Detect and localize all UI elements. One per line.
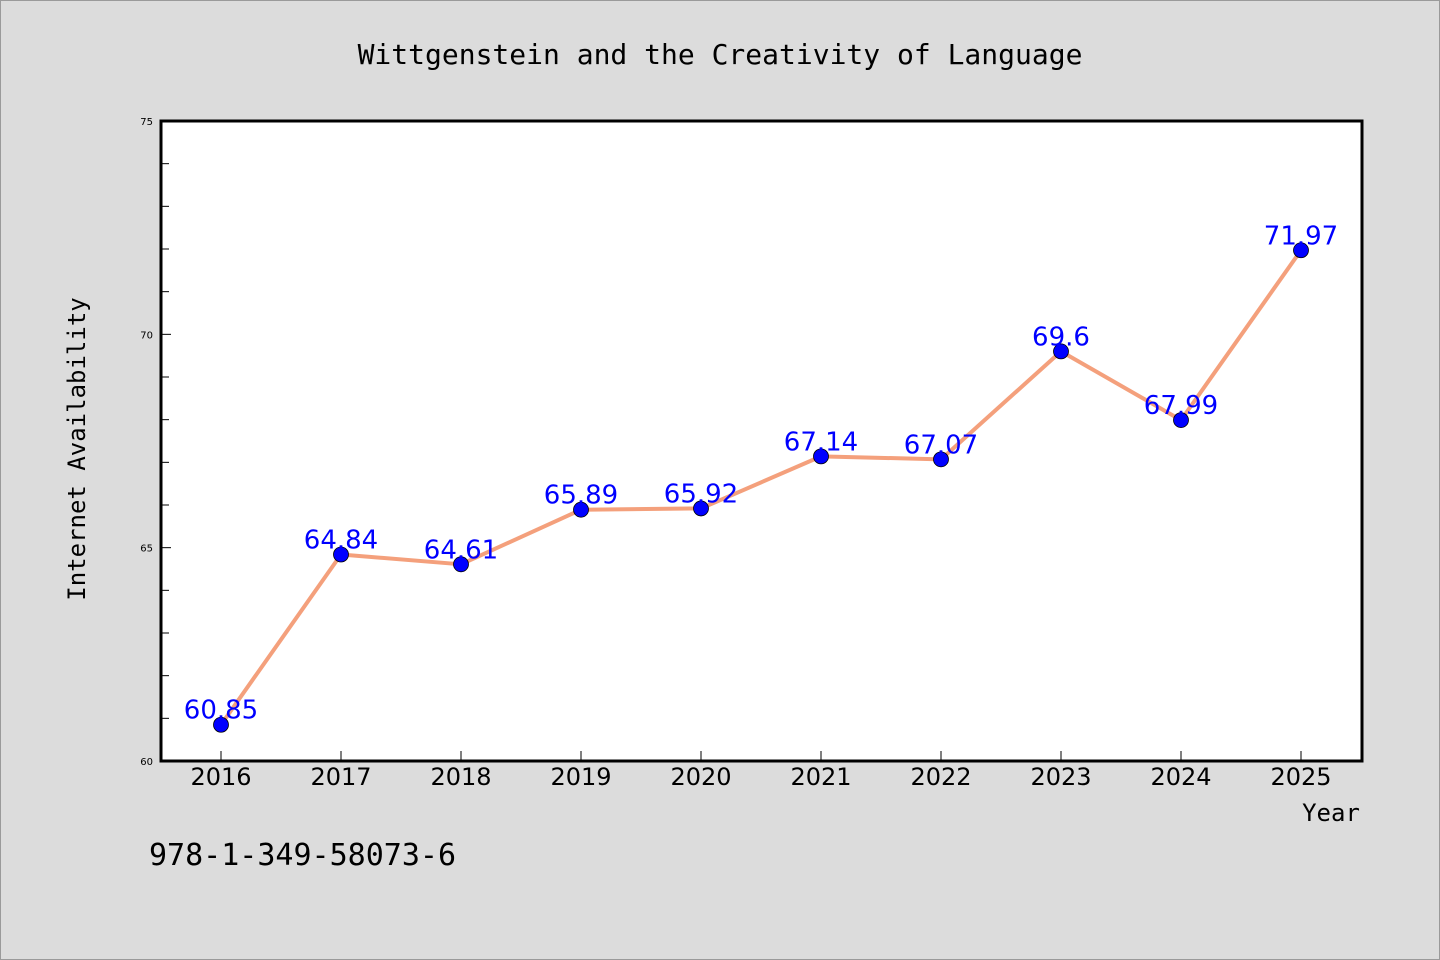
x-tick-label: 2020 [670, 763, 731, 791]
data-point [693, 500, 709, 517]
x-tick-label: 2025 [1270, 763, 1331, 791]
data-label: 60.85 [184, 696, 258, 726]
data-point [573, 501, 589, 518]
data-point [333, 546, 349, 563]
x-tick-label: 2022 [910, 763, 971, 791]
data-label: 71.97 [1264, 221, 1338, 251]
x-axis-label: Year [1302, 799, 1360, 827]
y-tick-label: 65 [140, 544, 153, 555]
x-tick-label: 2023 [1030, 763, 1091, 791]
data-point [1053, 343, 1069, 360]
y-axis-label: Internet Availability [63, 297, 91, 600]
y-tick-label: 60 [140, 757, 153, 768]
data-point [213, 716, 229, 733]
data-label: 67.99 [1144, 391, 1218, 421]
data-label: 67.07 [904, 430, 978, 460]
data-point [1173, 412, 1189, 428]
data-point [453, 556, 469, 573]
x-tick-label: 2016 [190, 763, 251, 791]
data-label: 69.6 [1032, 322, 1090, 352]
x-axis: 2016 2017 2018 2019 2020 2021 2022 2023 2024 2025 [190, 751, 1332, 791]
x-tick-label: 2018 [430, 763, 491, 791]
data-label: 67.14 [784, 427, 858, 457]
data-labels: 60.85 64.84 64.61 65.89 65.92 67.14 67.07 69.6 6… [184, 221, 1338, 725]
data-label: 64.61 [424, 535, 498, 565]
plot-area [161, 121, 1362, 761]
x-tick-label: 2021 [790, 763, 851, 791]
y-tick-label: 70 [140, 330, 153, 341]
chart-title: Wittgenstein and the Creativity of Langu… [358, 38, 1083, 71]
data-label: 65.89 [544, 481, 618, 511]
data-point [933, 451, 949, 468]
data-label: 64.84 [304, 525, 378, 555]
series-layer [213, 242, 1309, 733]
y-tick-label: 75 [140, 117, 153, 128]
series-line [219, 248, 1303, 727]
x-tick-label: 2017 [310, 763, 371, 791]
data-label: 65.92 [664, 479, 738, 509]
x-tick-label: 2019 [550, 763, 611, 791]
x-tick-label: 2024 [1150, 763, 1211, 791]
plot-frame [159, 119, 1364, 763]
data-point [1293, 242, 1309, 259]
data-point [813, 448, 829, 465]
isbn-text: 978-1-349-58073-6 [149, 838, 456, 873]
